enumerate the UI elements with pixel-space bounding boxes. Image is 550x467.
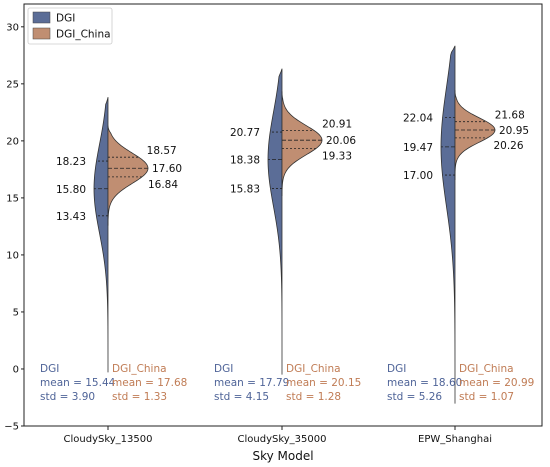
quartile-lines-layer — [94, 117, 495, 217]
quartile-label-dgi-china-q3: 21.68 — [495, 110, 525, 122]
stats-dgi-std: std = 4.15 — [214, 391, 269, 403]
y-tick-label: 10 — [6, 250, 19, 261]
legend-label-dgi: DGI — [56, 13, 75, 25]
violin-dgi-china — [107, 125, 149, 226]
stats-dgi-china-std: std = 1.33 — [112, 391, 167, 403]
quartile-label-dgi-q3: 22.04 — [403, 113, 433, 125]
y-tick-label: −5 — [4, 422, 19, 433]
stats-dgi-china-name: DGI_China — [459, 363, 514, 375]
stats-dgi-china-name: DGI_China — [286, 363, 341, 375]
stats-dgi-name: DGI — [40, 363, 59, 375]
violin-dgi-china — [454, 90, 496, 180]
quartile-label-dgi-china-median: 20.06 — [326, 135, 356, 147]
quartile-label-dgi-median: 19.47 — [403, 142, 433, 154]
legend-label-dgi-china: DGI_China — [56, 29, 111, 41]
quartile-label-dgi-median: 18.38 — [230, 154, 260, 166]
quartile-label-dgi-china-q3: 20.91 — [322, 118, 352, 130]
quartile-labels-layer: 18.23 15.80 13.43 18.57 17.60 16.84 20.77 18.38… — [56, 110, 529, 223]
stats-dgi-china-mean: mean = 17.68 — [112, 377, 187, 389]
violin-dgi — [93, 97, 109, 373]
y-tick-label: 25 — [6, 79, 19, 90]
quartile-label-dgi-china-median: 20.95 — [499, 125, 529, 137]
quartile-label-dgi-china-q1: 16.84 — [148, 179, 178, 191]
y-axis: −5 0 5 10 15 20 25 30 — [4, 22, 24, 433]
legend-swatch-dgi — [32, 11, 51, 24]
x-axis-title: Sky Model — [252, 449, 313, 463]
stats-dgi-china-mean: mean = 20.15 — [286, 377, 361, 389]
x-tick-label: CloudySky_35000 — [238, 434, 327, 445]
violin-dgi — [267, 68, 283, 375]
stats-dgi-china-std: std = 1.28 — [286, 391, 341, 403]
plot-frame — [23, 3, 543, 427]
stats-dgi-name: DGI — [387, 363, 406, 375]
y-tick-label: 0 — [13, 364, 19, 375]
y-tick-label: 15 — [6, 193, 19, 204]
stats-dgi-std: std = 5.26 — [387, 391, 442, 403]
x-axis: CloudySky_13500 CloudySky_35000 EPW_Shangh… — [64, 426, 492, 445]
stats-dgi-name: DGI — [214, 363, 233, 375]
y-tick-label: 5 — [13, 307, 19, 318]
legend-swatch-dgi-china — [32, 27, 51, 40]
stats-dgi-mean: mean = 18.60 — [387, 377, 462, 389]
y-tick-label: 20 — [6, 136, 19, 147]
quartile-label-dgi-q1: 15.83 — [230, 183, 260, 195]
stats-dgi-china-std: std = 1.07 — [459, 391, 514, 403]
quartile-label-dgi-china-q1: 20.26 — [493, 140, 523, 152]
quartile-label-dgi-q3: 18.23 — [56, 156, 86, 168]
quartile-label-dgi-q1: 17.00 — [403, 170, 433, 182]
x-tick-label: EPW_Shanghai — [418, 434, 492, 445]
legend: DGI DGI_China — [27, 7, 113, 45]
quartile-label-dgi-q1: 13.43 — [56, 211, 86, 223]
violin-dgi-china — [281, 91, 323, 197]
y-tick-label: 30 — [6, 22, 19, 33]
stats-dgi-mean: mean = 17.79 — [214, 377, 289, 389]
stats-dgi-china-name: DGI_China — [112, 363, 167, 375]
quartile-label-dgi-china-q1: 19.33 — [322, 151, 352, 163]
quartile-label-dgi-china-median: 17.60 — [152, 163, 182, 175]
x-tick-label: CloudySky_13500 — [64, 434, 153, 445]
violins-layer — [93, 45, 496, 404]
violin-dgi — [440, 45, 456, 404]
stats-dgi-std: std = 3.90 — [40, 391, 95, 403]
quartile-label-dgi-q3: 20.77 — [230, 127, 260, 139]
quartile-label-dgi-median: 15.80 — [56, 184, 86, 196]
quartile-label-dgi-china-q3: 18.57 — [147, 145, 177, 157]
stats-dgi-china-mean: mean = 20.99 — [459, 377, 534, 389]
stats-dgi-mean: mean = 15.44 — [40, 377, 116, 389]
